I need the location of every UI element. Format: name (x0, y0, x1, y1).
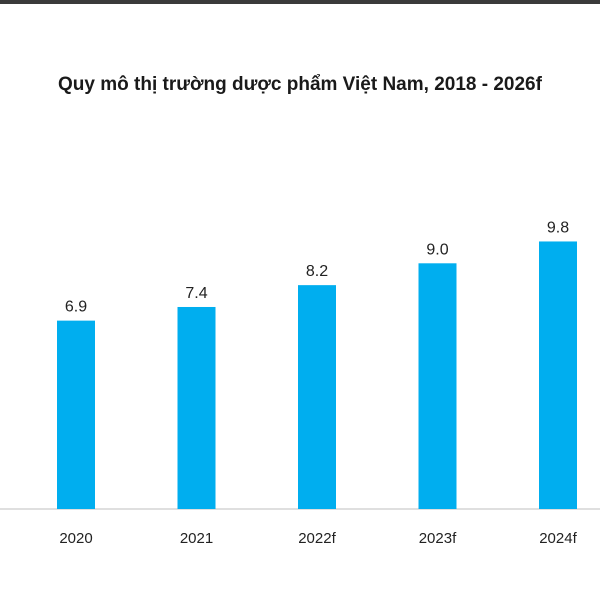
bar-2021 (177, 306, 216, 509)
bar-2023f (418, 263, 457, 509)
x-tick-label-2023f: 2023f (419, 530, 457, 547)
bar-2024f (539, 241, 577, 509)
bar-2022f (298, 285, 336, 509)
value-labels-group: 6.9 7.4 8.2 9.0 9.8 (65, 219, 569, 315)
value-label-2023f: 9.0 (426, 241, 448, 258)
bar-2020 (57, 320, 95, 509)
x-tick-label-2021: 2021 (180, 530, 213, 547)
value-label-2020: 6.9 (65, 299, 87, 316)
value-label-2022f: 8.2 (306, 263, 328, 280)
x-tick-label-2024f: 2024f (539, 530, 577, 547)
x-tick-label-2022f: 2022f (298, 530, 336, 547)
value-label-2024f: 9.8 (547, 219, 569, 236)
top-border (0, 0, 600, 4)
bars-group (57, 241, 577, 509)
chart-title: Quy mô thị trường dược phẩm Việt Nam, 20… (58, 74, 542, 95)
tick-labels-group: 2020 2021 2022f 2023f 2024f (59, 530, 577, 547)
x-tick-label-2020: 2020 (59, 530, 92, 547)
value-label-2021: 7.4 (185, 285, 207, 302)
